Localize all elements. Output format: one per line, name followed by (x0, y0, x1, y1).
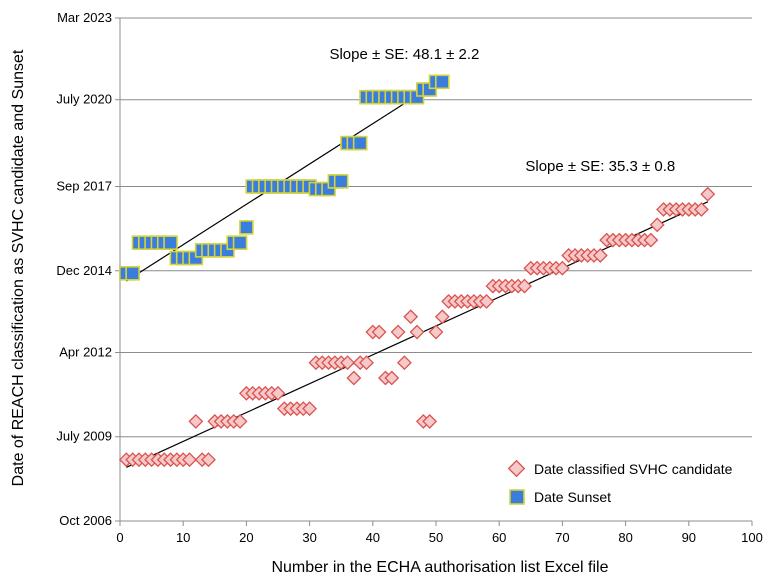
x-tick-label: 90 (682, 530, 696, 545)
grid-lines (115, 17, 752, 522)
x-tick-label: 60 (492, 530, 506, 545)
data-point-square (352, 135, 368, 151)
annotation-svhc-slope: Slope ± SE: 35.3 ± 0.8 (525, 158, 675, 175)
x-tick-label: 70 (555, 530, 569, 545)
data-point-diamond (592, 248, 608, 263)
data-point-diamond (302, 401, 318, 417)
y-tick-label: Mar 2023 (57, 10, 112, 25)
series-sunset (119, 74, 450, 281)
annotation-sunset-slope: Slope ± SE: 48.1 ± 2.2 (329, 46, 479, 63)
x-tick-label: 50 (429, 530, 443, 545)
data-point-diamond (390, 324, 406, 340)
data-point-diamond (359, 355, 374, 371)
x-tick-label: 20 (239, 530, 253, 545)
data-points (118, 74, 716, 468)
y-tick-label: Apr 2012 (59, 344, 112, 359)
x-tick-label: 40 (366, 530, 380, 545)
data-point-diamond (700, 186, 716, 202)
data-point-diamond (371, 324, 387, 340)
data-point-diamond (201, 452, 216, 468)
x-tick-label: 80 (618, 530, 632, 545)
data-point-diamond (409, 324, 425, 340)
legend-label-sunset: Date Sunset (534, 489, 611, 505)
y-tick-label: Dec 2014 (56, 263, 112, 278)
legend-item-svhc: Date classified SVHC candidate (507, 459, 733, 478)
legend-diamond-marker (507, 459, 526, 478)
x-tick-label: 10 (176, 530, 190, 545)
data-point-diamond (643, 232, 659, 248)
x-tick-label: 100 (741, 530, 763, 545)
data-point-diamond (649, 217, 665, 233)
data-point-diamond (188, 414, 204, 429)
y-tick-label: Sep 2017 (56, 179, 112, 194)
x-tick-labels: 0 10 20 30 40 50 60 70 80 90 100 (116, 530, 762, 545)
data-point-diamond (346, 370, 362, 386)
y-tick-label: July 2020 (56, 92, 112, 107)
data-point-square (163, 235, 178, 250)
data-point-diamond (182, 452, 197, 468)
data-point-diamond (694, 202, 709, 217)
data-point-diamond (428, 324, 444, 340)
data-point-square (333, 174, 349, 189)
legend-square-marker (509, 489, 525, 505)
x-axis-title: Number in the ECHA authorisation list Ex… (271, 559, 608, 576)
data-point-square (232, 235, 248, 250)
legend-label-svhc: Date classified SVHC candidate (534, 461, 733, 477)
y-tick-labels: Oct 2006 July 2009 Apr 2012 Dec 2014 Sep 201… (56, 10, 112, 528)
trendlines (125, 78, 709, 468)
y-tick-label: Oct 2006 (59, 513, 112, 528)
data-point-diamond (554, 260, 570, 276)
data-point-diamond (340, 355, 355, 371)
data-point-diamond (434, 309, 450, 325)
data-point-square (435, 74, 450, 90)
series-svhc-candidate (118, 186, 716, 468)
data-point-diamond (232, 414, 248, 429)
data-point-square (125, 266, 140, 281)
data-point-diamond (479, 293, 494, 309)
data-point-diamond (517, 278, 532, 294)
data-point-square (239, 220, 254, 235)
data-point-diamond (422, 414, 438, 429)
legend-item-sunset: Date Sunset (509, 489, 611, 505)
legend: Date classified SVHC candidate Date Suns… (507, 459, 733, 505)
data-point-diamond (403, 309, 419, 325)
y-axis-title: Date of REACH classification as SVHC can… (10, 49, 27, 486)
data-point-diamond (270, 385, 286, 401)
y-tick-label: July 2009 (56, 429, 112, 444)
data-point-diamond (384, 370, 400, 386)
x-tick-label: 0 (116, 530, 123, 545)
x-tick-label: 30 (302, 530, 316, 545)
data-point-diamond (396, 355, 412, 371)
